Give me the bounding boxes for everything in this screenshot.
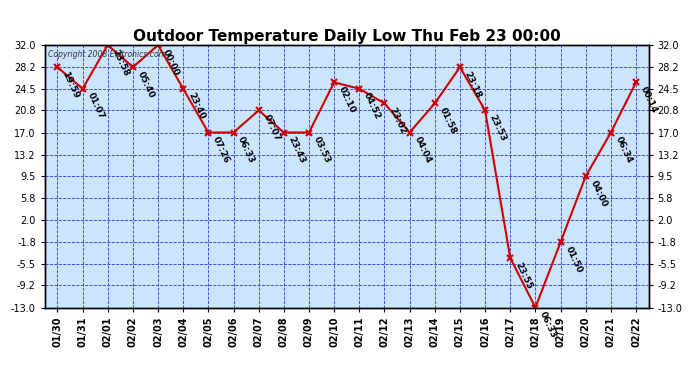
Text: 03:53: 03:53 [312, 135, 332, 165]
Text: 01:50: 01:50 [563, 245, 584, 274]
Text: 06:33: 06:33 [236, 135, 257, 165]
Text: 00:00: 00:00 [161, 48, 181, 77]
Text: 05:40: 05:40 [136, 70, 156, 100]
Text: Copyright 2008 Eletronics.com: Copyright 2008 Eletronics.com [48, 50, 166, 59]
Text: 23:18: 23:18 [463, 70, 483, 100]
Text: 06:34: 06:34 [613, 135, 634, 165]
Text: 23:58: 23:58 [110, 48, 131, 78]
Text: 06:33: 06:33 [538, 310, 558, 340]
Text: 23:53: 23:53 [488, 113, 508, 143]
Text: 04:52: 04:52 [362, 92, 382, 121]
Text: 00:14: 00:14 [639, 85, 659, 115]
Text: 04:00: 04:00 [589, 179, 609, 209]
Text: 01:07: 01:07 [86, 92, 106, 121]
Text: 02:10: 02:10 [337, 85, 357, 115]
Text: 23:55: 23:55 [513, 261, 533, 291]
Text: 04:04: 04:04 [413, 135, 433, 165]
Text: 01:58: 01:58 [437, 106, 457, 136]
Text: 07:07: 07:07 [262, 113, 282, 143]
Text: 23:02: 23:02 [387, 106, 407, 136]
Title: Outdoor Temperature Daily Low Thu Feb 23 00:00: Outdoor Temperature Daily Low Thu Feb 23… [133, 29, 560, 44]
Text: 23:43: 23:43 [286, 135, 307, 165]
Text: 07:26: 07:26 [211, 135, 231, 165]
Text: 23:40: 23:40 [186, 92, 206, 121]
Text: 19:59: 19:59 [60, 70, 81, 100]
